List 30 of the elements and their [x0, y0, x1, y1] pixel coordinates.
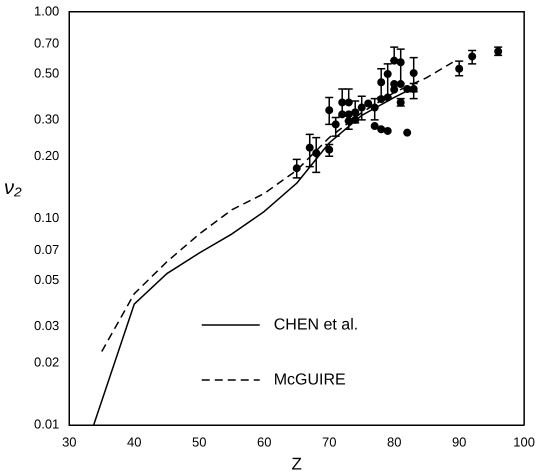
y-tick-label: 0.20 — [34, 148, 60, 163]
x-axis-title: Z — [292, 454, 302, 474]
point — [377, 125, 386, 134]
y-tick-label: 0.03 — [34, 318, 60, 334]
x-tick-label: 60 — [257, 434, 272, 450]
legend-label: McGUIRE — [274, 371, 346, 388]
y-tick-label: 0.07 — [34, 242, 60, 257]
point — [384, 126, 392, 135]
point — [390, 86, 398, 94]
y-tick-label: 0.70 — [34, 35, 60, 50]
y-tick-label: 0.50 — [34, 66, 60, 81]
point — [403, 85, 412, 93]
point — [403, 128, 412, 137]
x-tick-label: 40 — [127, 434, 142, 450]
point — [364, 99, 372, 108]
y-tick-label: 0.10 — [34, 210, 60, 225]
y-tick-label: 1.00 — [34, 3, 60, 18]
y-axis-title: ν₂ — [4, 176, 22, 199]
x-tick-label: 70 — [322, 434, 336, 450]
y-tick-label: 0.05 — [34, 272, 60, 288]
y-tick-label: 0.30 — [34, 111, 60, 126]
y-tick-label: 0.02 — [34, 354, 60, 370]
x-tick-label: 30 — [62, 434, 77, 450]
x-tick-label: 80 — [386, 434, 402, 450]
y-tick-label: 0.01 — [34, 416, 60, 432]
x-tick-label: 90 — [452, 434, 466, 450]
point — [370, 122, 379, 130]
x-tick-label: 100 — [513, 434, 536, 450]
legend-label: CHEN et al. — [274, 316, 358, 334]
x-tick-label: 50 — [192, 434, 206, 450]
